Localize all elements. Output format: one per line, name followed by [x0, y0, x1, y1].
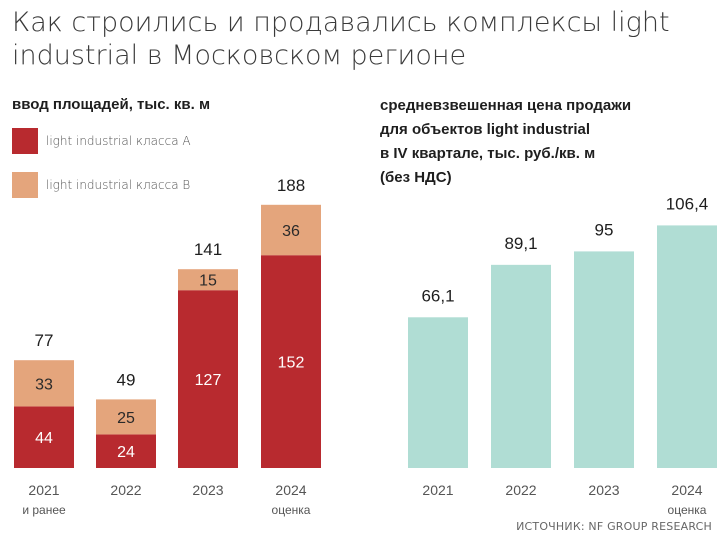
price-label: 66,1 — [421, 286, 454, 305]
chart-title-line-2: industrial в Московском регионе — [12, 40, 467, 71]
bar-class-a — [261, 255, 321, 468]
x-tick-label: 2023 — [588, 482, 619, 498]
legend-label-class-a: light industrial класса А — [46, 134, 191, 148]
bar-class-b — [178, 269, 238, 291]
data-label-class-a: 152 — [278, 355, 305, 372]
right-chart-title-line-2: для объектов light industrial — [380, 121, 591, 138]
chart-title-line-1: Как строились и продавались комплексы li… — [12, 7, 670, 38]
price-label: 106,4 — [666, 194, 709, 213]
x-tick-label: 2022 — [110, 482, 141, 498]
x-tick-label: 2022 — [505, 482, 536, 498]
x-tick-label: 2024 — [671, 482, 702, 498]
right-chart-title: средневзвешенная цена продажи для объект… — [380, 94, 720, 190]
data-label-class-a: 24 — [117, 444, 135, 461]
x-tick-label: оценка — [668, 503, 707, 517]
data-label-class-b: 25 — [117, 410, 135, 427]
data-label-class-b: 36 — [282, 223, 300, 240]
data-label-class-b: 33 — [35, 376, 53, 393]
total-label: 141 — [194, 240, 222, 259]
data-label-class-a: 44 — [35, 430, 53, 447]
chart-title: Как строились и продавались комплексы li… — [12, 6, 712, 72]
bar-class-b — [14, 360, 74, 407]
bar-price — [657, 225, 717, 468]
total-label: 77 — [35, 331, 54, 350]
bar-class-a — [96, 434, 156, 468]
bar-class-b — [96, 399, 156, 435]
bar-class-a — [14, 406, 74, 468]
bar-class-a — [178, 290, 238, 468]
legend-label-class-b: light industrial класса В — [46, 178, 191, 192]
total-label: 188 — [277, 176, 305, 195]
right-chart-title-line-1: средневзвешенная цена продажи — [380, 97, 632, 114]
x-tick-label: оценка — [272, 503, 311, 517]
total-label: 49 — [117, 370, 136, 389]
bar-price — [408, 317, 468, 468]
price-label: 95 — [595, 220, 614, 239]
x-tick-label: 2021 — [28, 482, 59, 498]
x-tick-label: 2024 — [275, 482, 306, 498]
data-label-class-b: 15 — [199, 273, 217, 290]
legend-swatch-class-b — [12, 172, 38, 198]
source-note: ИСТОЧНИК: NF GROUP RESEARCH — [516, 520, 712, 533]
left-chart-title: ввод площадей, тыс. кв. м — [12, 96, 211, 113]
bar-class-b — [261, 204, 321, 256]
bar-price — [574, 251, 634, 468]
legend-item-class-a: light industrial класса А — [12, 128, 191, 154]
legend-swatch-class-a — [12, 128, 38, 154]
x-tick-label: 2023 — [192, 482, 223, 498]
legend-item-class-b: light industrial класса В — [12, 172, 190, 198]
right-chart-title-line-4: (без НДС) — [380, 169, 452, 186]
price-label: 89,1 — [504, 234, 537, 253]
x-tick-label: и ранее — [22, 503, 66, 517]
x-tick-label: 2021 — [422, 482, 453, 498]
right-chart-title-line-3: в IV квартале, тыс. руб./кв. м — [380, 145, 596, 162]
bar-price — [491, 264, 551, 468]
data-label-class-a: 127 — [195, 372, 222, 389]
